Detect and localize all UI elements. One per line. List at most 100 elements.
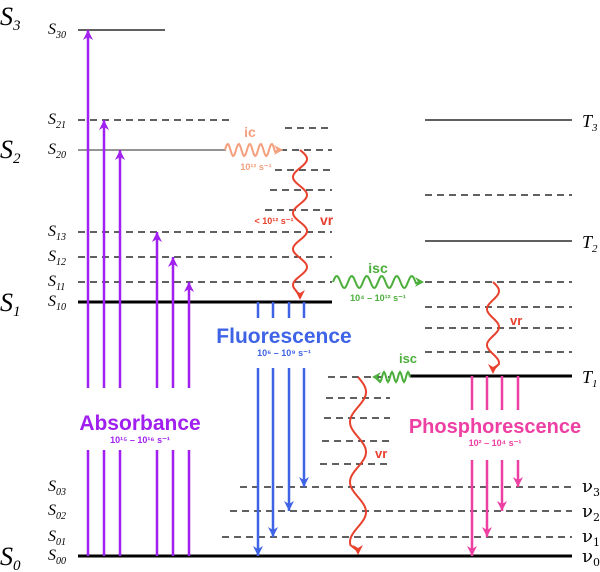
sublevel-subscript: 21: [56, 120, 66, 131]
sublevel-subscript: 12: [56, 257, 66, 268]
sublevel-letter: S: [48, 502, 56, 519]
state-letter: S: [0, 542, 13, 571]
sublevel-label-s10: S10: [48, 293, 66, 313]
sublevel-subscript: 30: [55, 30, 66, 41]
vr-rate: < 10¹² s⁻¹: [254, 216, 293, 226]
vr-arrow-s0: [348, 376, 368, 552]
transition-arrows: [83, 30, 523, 556]
isc-arrow-head: [415, 277, 424, 287]
s3-label: S3: [0, 2, 21, 34]
sublevel-label-s21: S21: [48, 111, 66, 131]
state-subscript: 3: [591, 122, 598, 134]
phosphorescence-arrow-head: [497, 501, 507, 511]
state-subscript: 2: [592, 243, 598, 255]
sublevel-letter: S: [48, 273, 56, 290]
sublevel-letter: S: [48, 293, 56, 310]
sublevel-label-s30: S30: [48, 21, 66, 41]
fluorescence-arrow-head: [253, 546, 263, 556]
vibrational-labels: ν0 ν1 ν2 ν3: [582, 476, 600, 569]
absorbance-arrow-head: [83, 30, 93, 40]
s1-label: S1: [0, 288, 21, 320]
nu-subscript: 1: [593, 536, 600, 549]
s2-label: S2: [0, 135, 21, 167]
fluorescence-arrow-head: [284, 501, 294, 511]
ic-arrow: [224, 142, 281, 158]
fluorescence-arrow-head: [299, 477, 309, 487]
sublevel-subscript: 10: [56, 302, 66, 313]
vr-label-t1: vr: [510, 313, 522, 328]
sublevel-subscript: 01: [56, 537, 66, 548]
absorbance-arrow-head: [184, 282, 194, 292]
t3-label: T3: [582, 111, 598, 134]
nu3-label: ν3: [582, 476, 600, 499]
absorbance-arrow-head: [152, 232, 162, 242]
triplet-labels: T1 T2 T3: [582, 111, 598, 390]
state-subscript: 0: [13, 558, 21, 572]
nu-letter: ν: [582, 501, 593, 522]
sublevel-subscript: 20: [56, 150, 66, 161]
sublevel-label-s02: S02: [48, 502, 66, 522]
vr-arrow-s2-head: [295, 290, 305, 300]
singlet-state-labels: S0 S1 S2 S3: [0, 2, 21, 572]
absorbance-arrow-head: [115, 150, 125, 160]
nu-letter: ν: [582, 546, 593, 567]
sublevel-subscript: 13: [56, 232, 66, 243]
sublevel-label-s00: S00: [48, 547, 66, 567]
phosphorescence-label: Phosphorescence: [409, 416, 581, 438]
absorbance-arrow-head: [99, 120, 109, 130]
isc-arrow-t1: [374, 370, 411, 384]
ic-label: ic: [244, 124, 256, 140]
sublevel-letter: S: [48, 223, 56, 240]
phosphorescence-arrow-head: [513, 477, 523, 487]
state-subscript: 1: [13, 304, 21, 320]
sublevel-label-s13: S13: [48, 223, 66, 243]
state-letter: T: [582, 111, 594, 131]
t2-label: T2: [582, 232, 598, 255]
process-labels: Absorbance 10¹⁵ – 10¹⁶ s⁻¹ Fluorescence …: [79, 124, 581, 461]
sublevel-letter: S: [48, 528, 56, 545]
nu-letter: ν: [582, 476, 593, 497]
vr-label-s2: vr: [320, 212, 334, 228]
vr-arrow-t1-head: [488, 364, 498, 374]
isc-label: isc: [368, 260, 388, 276]
sublevel-label-s03: S03: [48, 478, 66, 498]
state-subscript: 3: [12, 18, 21, 34]
sublevel-label-s20: S20: [48, 141, 66, 161]
absorbance-label: Absorbance: [79, 412, 200, 435]
ic-arrow-head: [274, 145, 283, 155]
sublevel-letter: S: [48, 141, 56, 158]
nu0-label: ν0: [582, 546, 600, 569]
sublevel-label-s11: S11: [48, 273, 65, 293]
isc-arrow: [332, 274, 422, 290]
sublevel-letter: S: [48, 478, 56, 495]
s0-label: S0: [0, 542, 21, 572]
isc-label-t1: isc: [399, 351, 417, 366]
phosphorescence-arrow-head: [482, 527, 492, 537]
sublevel-label-s12: S12: [48, 248, 66, 268]
sublevel-subscript: 11: [56, 282, 65, 293]
sublevel-subscript: 03: [56, 487, 66, 498]
absorbance-rate: 10¹⁵ – 10¹⁶ s⁻¹: [110, 435, 170, 445]
state-letter: S: [0, 2, 13, 31]
vr-arrow-s0-head: [353, 545, 363, 555]
sublevel-letter: S: [48, 248, 56, 265]
t1-label: T1: [582, 367, 598, 390]
nu-subscript: 3: [593, 486, 600, 499]
sublevel-letter: S: [48, 111, 56, 128]
isc-rate: 10⁴ – 10¹² s⁻¹: [350, 293, 406, 303]
nu1-label: ν1: [582, 526, 600, 549]
sublevel-subscript: 02: [56, 511, 66, 522]
fluorescence-rate: 10⁶ – 10⁹ s⁻¹: [257, 348, 311, 358]
state-subscript: 2: [13, 151, 21, 167]
isc-arrow-t1-head: [372, 372, 381, 382]
nu-letter: ν: [582, 526, 593, 547]
state-letter: S: [0, 135, 13, 164]
nu-subscript: 0: [593, 556, 600, 569]
fluorescence-label: Fluorescence: [216, 325, 351, 348]
sublevel-subscript: 00: [56, 556, 66, 567]
sublevel-label-s01: S01: [48, 528, 66, 548]
nu-subscript: 2: [593, 511, 600, 524]
fluorescence-arrow-head: [268, 527, 278, 537]
phosphorescence-arrow-head: [467, 546, 477, 556]
